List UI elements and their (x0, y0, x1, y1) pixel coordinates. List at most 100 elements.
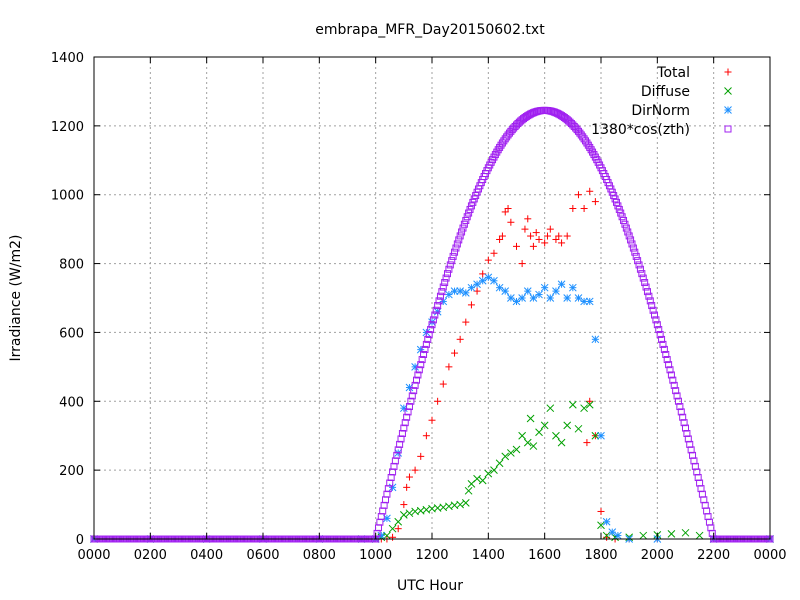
y-tick-label: 400 (59, 395, 84, 410)
data-point (401, 419, 409, 427)
data-point (501, 452, 510, 461)
data-point (529, 242, 537, 250)
data-point (518, 260, 526, 268)
data-point (615, 205, 623, 213)
data-point (625, 232, 633, 240)
data-point (653, 321, 661, 329)
data-point (681, 528, 690, 537)
data-point (428, 416, 436, 424)
y-tick-label: 1200 (51, 120, 84, 135)
data-point (655, 326, 663, 334)
data-point (414, 371, 422, 379)
legend-marker (724, 106, 732, 114)
data-point (407, 397, 415, 405)
data-point (397, 435, 405, 443)
data-point (557, 438, 566, 447)
data-point (670, 381, 678, 389)
data-point (484, 256, 492, 264)
data-point (462, 216, 470, 224)
data-point (388, 483, 397, 492)
data-point (462, 318, 470, 326)
x-tick-label: 1400 (472, 548, 505, 563)
data-point (643, 288, 651, 296)
y-tick-label: 200 (59, 464, 84, 479)
data-point (535, 235, 543, 243)
x-tick-label: 0600 (246, 548, 279, 563)
data-point (629, 244, 637, 252)
data-point (646, 297, 654, 305)
x-tick-label: 0000 (753, 548, 786, 563)
data-point (445, 363, 453, 371)
data-point (418, 356, 426, 364)
data-point (504, 204, 512, 212)
data-point (518, 431, 526, 440)
chart-title: embrapa_MFR_Day20150602.txt (315, 22, 545, 38)
data-point (602, 517, 611, 526)
data-point (411, 381, 419, 389)
data-point (422, 432, 430, 440)
data-point (449, 252, 457, 260)
data-point (432, 306, 440, 314)
data-point (535, 290, 543, 299)
data-point (512, 445, 521, 454)
data-point (523, 438, 532, 447)
data-point (666, 366, 674, 374)
data-point (439, 283, 447, 291)
data-point (524, 215, 532, 223)
data-point (478, 476, 487, 485)
data-point (656, 330, 664, 338)
data-point (597, 431, 605, 440)
data-point (677, 408, 685, 416)
data-point (586, 397, 594, 405)
x-tick-label: 1800 (584, 548, 617, 563)
data-point (665, 361, 673, 369)
data-point (620, 216, 628, 224)
data-point (558, 239, 566, 247)
data-point (628, 240, 636, 248)
data-point (569, 204, 577, 212)
legend-label: 1380*cos(zth) (591, 122, 690, 138)
data-point (394, 446, 402, 454)
data-point (546, 294, 555, 302)
data-point (495, 283, 504, 292)
data-point (602, 531, 611, 540)
data-point (436, 292, 444, 300)
data-point (585, 400, 594, 409)
data-point (448, 257, 456, 265)
data-point (652, 316, 660, 324)
data-point (466, 205, 474, 213)
data-point (455, 236, 463, 244)
x-tick-label: 1600 (528, 548, 561, 563)
data-point (441, 279, 449, 287)
y-tick-label: 1400 (51, 51, 84, 66)
data-point (614, 202, 622, 210)
data-point (388, 524, 397, 533)
legend-marker (724, 125, 732, 133)
data-point (574, 191, 582, 199)
data-point (591, 335, 600, 344)
data-point (662, 350, 670, 358)
data-point (557, 280, 566, 289)
data-point (541, 239, 549, 247)
data-point (467, 202, 475, 210)
data-point (400, 424, 408, 432)
data-point (405, 509, 414, 518)
data-point (398, 429, 406, 437)
data-point (429, 316, 437, 324)
data-point (467, 301, 475, 309)
data-point (417, 452, 425, 460)
data-point (631, 248, 639, 256)
data-point (682, 424, 689, 432)
data-point (527, 232, 535, 240)
data-point (507, 218, 515, 226)
data-point (445, 265, 453, 273)
data-point (639, 531, 648, 540)
data-point (484, 469, 493, 478)
data-point (583, 439, 591, 447)
data-point (458, 228, 466, 236)
data-point (634, 257, 642, 265)
data-point (683, 429, 691, 437)
data-point (673, 392, 681, 400)
data-point (439, 380, 447, 388)
y-tick-label: 0 (76, 533, 84, 548)
